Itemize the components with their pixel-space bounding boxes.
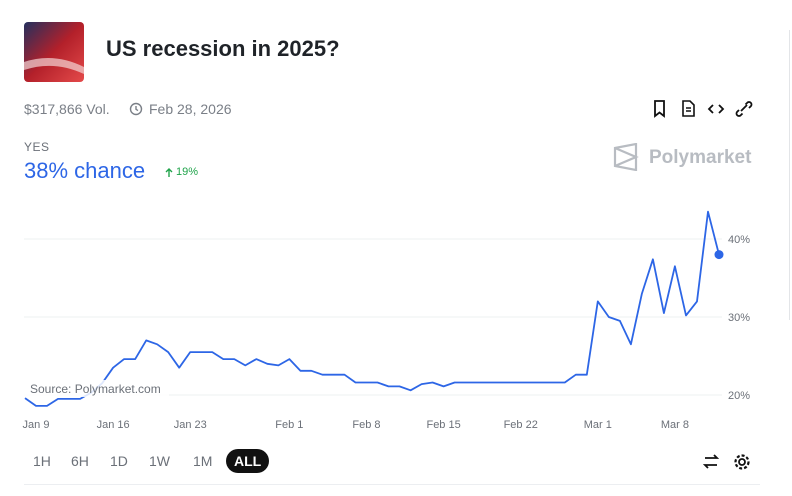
market-title: US recession in 2025? xyxy=(106,36,340,61)
source-bg xyxy=(24,380,169,397)
brand-logo xyxy=(613,143,639,171)
range-button[interactable]: 1H xyxy=(33,453,51,469)
range-button[interactable]: 1W xyxy=(149,453,170,469)
x-tick-label: Mar 8 xyxy=(661,419,689,431)
range-button[interactable]: ALL xyxy=(226,449,270,473)
divider xyxy=(24,484,760,485)
y-tick-label: 20% xyxy=(728,390,750,402)
end-date: Feb 28, 2026 xyxy=(149,101,232,117)
x-tick-label: Jan 16 xyxy=(97,419,130,431)
y-tick-label: 30% xyxy=(728,312,750,324)
x-tick-label: Feb 8 xyxy=(352,419,380,431)
brand: Polymarket xyxy=(649,147,752,168)
x-tick-label: Feb 1 xyxy=(275,419,303,431)
market-image xyxy=(24,22,84,82)
up-arrow xyxy=(165,168,173,177)
outcome-label: YES xyxy=(24,140,50,154)
y-tick-label: 40% xyxy=(728,234,750,246)
source: Source: Polymarket.com xyxy=(30,382,161,396)
range-button[interactable]: 1M xyxy=(193,453,213,469)
range-button[interactable]: 6H xyxy=(71,453,89,469)
range-button[interactable]: 1D xyxy=(110,453,128,469)
action-icons[interactable] xyxy=(650,98,760,120)
x-tick-label: Feb 22 xyxy=(504,419,538,431)
x-tick-label: Mar 1 xyxy=(584,419,612,431)
x-tick-label: Feb 15 xyxy=(426,419,460,431)
x-tick-label: Jan 23 xyxy=(174,419,207,431)
chance: 38% chance xyxy=(24,158,146,183)
chart-controls[interactable] xyxy=(703,452,753,472)
scroll-edge xyxy=(789,30,790,320)
clock-icon xyxy=(129,102,143,116)
volume: $317,866 Vol. xyxy=(24,101,110,117)
last-point xyxy=(714,250,724,260)
line xyxy=(24,210,720,407)
x-tick-label: Jan 9 xyxy=(23,419,50,431)
change: 19% xyxy=(176,166,199,178)
